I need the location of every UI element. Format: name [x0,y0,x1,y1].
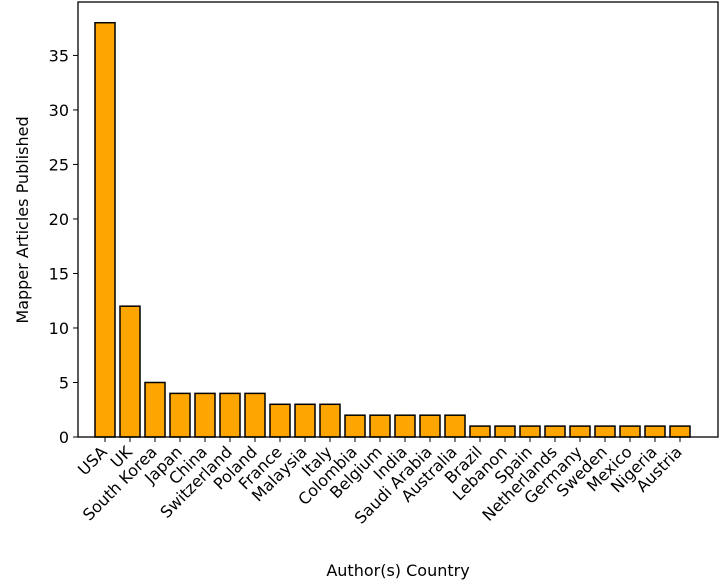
bar-uk [119,305,141,438]
y-tick-label: 20 [49,210,69,229]
bar-lebanon [494,425,516,438]
bar-china [194,392,216,438]
bar-nigeria [644,425,666,438]
y-tick-label: 30 [49,101,69,120]
bar-austria [669,425,691,438]
y-tick-label: 35 [49,46,69,65]
bar-italy [319,403,341,438]
bar-sweden [594,425,616,438]
bar-brazil [469,425,491,438]
bar-india [394,414,416,438]
bar-mexico [619,425,641,438]
y-tick-label: 0 [59,428,69,447]
x-axis-title: Author(s) Country [326,561,469,580]
y-axis: 0 5 10 15 20 25 30 35 [49,46,78,447]
bar-south-korea [144,381,166,438]
y-tick-label: 25 [49,155,69,174]
bars-group [94,21,691,438]
y-axis-title: Mapper Articles Published [13,116,32,323]
bar-spain [519,425,541,438]
bar-colombia [344,414,366,438]
y-tick-label: 15 [49,264,69,283]
y-tick-label: 5 [59,373,69,392]
bar-malaysia [294,403,316,438]
bar-japan [169,392,191,438]
bar-australia [444,414,466,438]
bar-belgium [369,414,391,438]
bar-poland [244,392,266,438]
y-tick-label: 10 [49,319,69,338]
bar-usa [94,21,116,438]
bar-france [269,403,291,438]
bar-switzerland [219,392,241,438]
bar-saudi-arabia [419,414,441,438]
bar-netherlands [544,425,566,438]
bar-germany [569,425,591,438]
plot-frame [77,1,719,438]
x-tick-label: USA [74,442,111,479]
